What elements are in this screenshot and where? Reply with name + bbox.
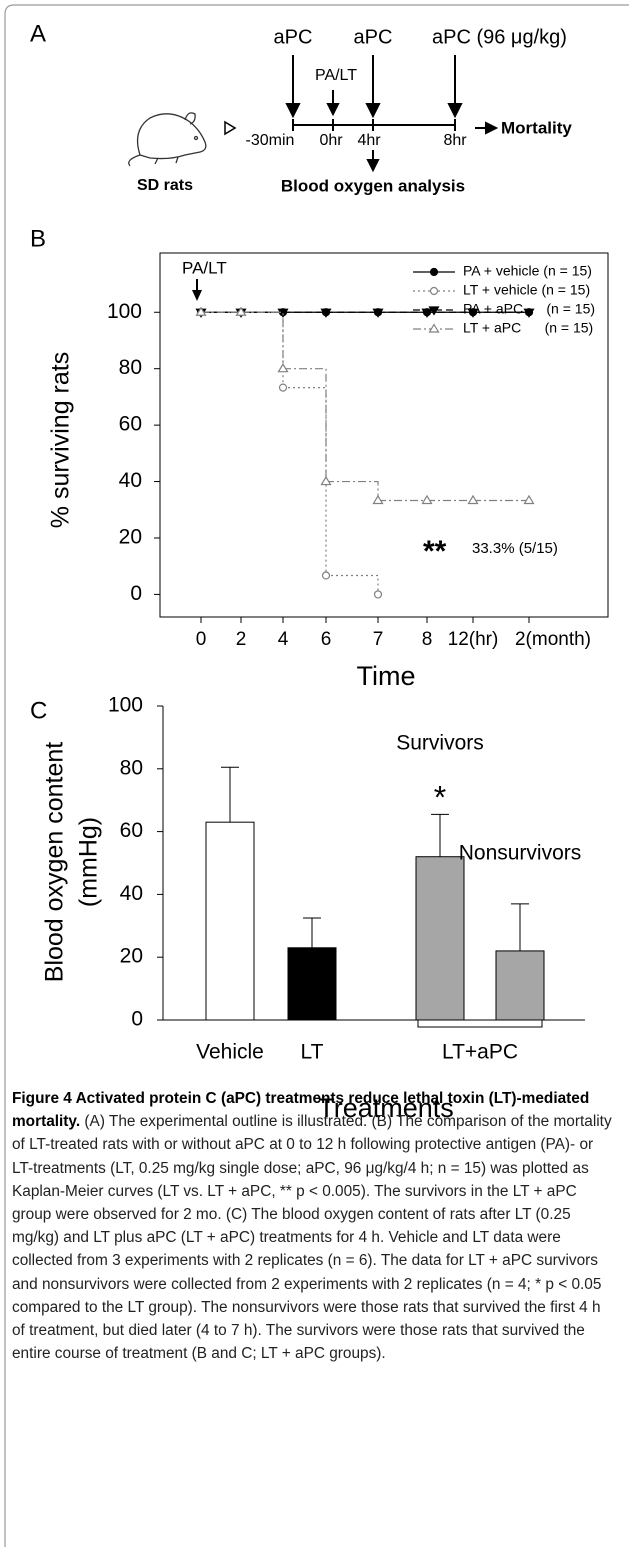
point	[467, 308, 479, 318]
x-tick-label: LT	[301, 1041, 324, 1064]
timepoint: 4hr	[357, 132, 381, 149]
point	[278, 383, 288, 392]
point	[429, 267, 439, 277]
annotation: Survivors	[396, 732, 484, 755]
y-tick-label: 0	[131, 1008, 143, 1031]
legend-label: LT + vehicle (n = 15)	[463, 282, 590, 298]
x-tick-label: 8	[422, 629, 433, 650]
y-tick-label: 40	[120, 882, 143, 905]
y-tick-label: 0	[130, 582, 142, 605]
panel-label: B	[30, 225, 46, 252]
analysis: Blood oxygen analysis	[281, 176, 465, 195]
point	[320, 475, 332, 486]
step-line	[241, 311, 284, 369]
frame	[4, 4, 629, 1547]
timepoint: 8hr	[443, 132, 467, 149]
y-tick-label: 20	[119, 526, 142, 549]
point	[277, 363, 289, 373]
y-tick-label: 60	[120, 819, 143, 842]
arrow-label: aPC	[274, 26, 313, 48]
bar	[287, 947, 337, 1021]
point	[428, 306, 440, 316]
x-tick-label: 4	[278, 629, 289, 650]
y-axis-label: Blood oxygen content	[41, 742, 69, 983]
timeline	[285, 55, 499, 173]
y-tick-label: 80	[119, 356, 142, 379]
legend-label: LT + aPC (n = 15)	[463, 320, 593, 336]
x-tick-label: 7	[373, 629, 384, 650]
point	[421, 494, 433, 505]
annotation: Nonsurvivors	[459, 842, 582, 865]
point	[421, 308, 433, 318]
bar	[415, 856, 465, 1021]
outcome: Mortality	[501, 118, 572, 137]
point	[195, 306, 207, 316]
point	[373, 590, 383, 599]
caption: Figure 4 Activated protein C (aPC) treat…	[12, 1087, 616, 1365]
annotation-arrow	[192, 290, 202, 301]
caption-title: Figure 4 Activated protein C (aPC) treat…	[12, 1090, 590, 1131]
annotation: *	[434, 779, 446, 815]
legend-label: PA + vehicle (n = 15)	[463, 263, 592, 279]
arrow-open	[224, 120, 237, 136]
panel-label: A	[30, 20, 46, 47]
timepoint: 0hr	[319, 132, 343, 149]
caption-text: (A) The experimental outline is illustra…	[12, 1113, 612, 1363]
x-axis-label: Time	[357, 661, 416, 691]
x-tick-label: 6	[321, 629, 332, 650]
timepoint: -30min	[246, 132, 295, 149]
subject: SD rats	[137, 177, 193, 194]
y-axis-label: (mmHg)	[75, 817, 103, 907]
point	[372, 494, 384, 505]
rat-icon	[128, 112, 207, 167]
point	[523, 308, 535, 318]
annotation: 33.3% (5/15)	[472, 540, 558, 557]
y-tick-label: 20	[120, 945, 143, 968]
y-tick-label: 100	[107, 300, 142, 323]
x-axis-label: Treatments	[318, 1093, 454, 1123]
arrow-label: aPC	[354, 26, 393, 48]
x-tick-label: 2(month)	[515, 629, 591, 650]
step-line	[326, 480, 379, 501]
x-tick-label: Vehicle	[196, 1041, 264, 1064]
point	[372, 308, 384, 318]
plot-frame	[159, 252, 609, 618]
point	[523, 494, 535, 505]
arrow-label: aPC (96 μg/kg)	[432, 26, 567, 48]
step-line	[241, 311, 284, 388]
point	[428, 323, 440, 333]
y-tick-label: 100	[108, 694, 143, 717]
annotation: PA/LT	[182, 258, 227, 277]
point	[321, 571, 331, 580]
x-tick-label: 0	[196, 629, 207, 650]
group-label: LT+aPC	[442, 1041, 518, 1064]
point	[320, 308, 332, 318]
step-line	[326, 574, 379, 595]
arrow-label: PA/LT	[315, 67, 357, 84]
bar	[495, 950, 545, 1021]
annotation: **	[423, 535, 447, 568]
y-tick-label: 40	[119, 469, 142, 492]
panel-label: C	[30, 697, 47, 724]
point	[277, 308, 289, 318]
point	[235, 306, 247, 316]
y-tick-label: 80	[120, 756, 143, 779]
point	[467, 494, 479, 505]
y-axis-label: % surviving rats	[47, 352, 75, 528]
step-line	[283, 386, 327, 576]
legend-label: PA + aPC (n = 15)	[463, 301, 595, 317]
bar	[205, 821, 255, 1021]
x-tick-label: 12(hr)	[448, 629, 499, 650]
y-tick-label: 60	[119, 413, 142, 436]
x-tick-label: 2	[236, 629, 247, 650]
group-bracket	[417, 1019, 543, 1028]
step-line	[283, 368, 327, 482]
point	[429, 286, 439, 296]
